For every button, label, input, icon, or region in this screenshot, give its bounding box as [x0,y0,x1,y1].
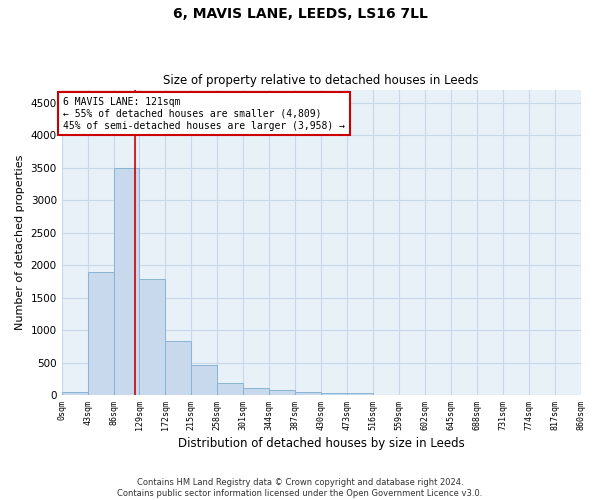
Bar [191,366,217,395]
Bar [269,390,295,395]
Text: Contains HM Land Registry data © Crown copyright and database right 2024.
Contai: Contains HM Land Registry data © Crown c… [118,478,482,498]
Bar [373,394,399,395]
Bar [166,340,191,395]
Bar [88,272,113,395]
Bar [243,388,269,395]
Bar [347,393,373,395]
Text: 6 MAVIS LANE: 121sqm
← 55% of detached houses are smaller (4,809)
45% of semi-de: 6 MAVIS LANE: 121sqm ← 55% of detached h… [63,98,345,130]
Bar [62,392,88,395]
Bar [217,383,243,395]
X-axis label: Distribution of detached houses by size in Leeds: Distribution of detached houses by size … [178,437,464,450]
Bar [321,392,347,395]
Bar [113,168,139,395]
Y-axis label: Number of detached properties: Number of detached properties [15,154,25,330]
Title: Size of property relative to detached houses in Leeds: Size of property relative to detached ho… [163,74,479,87]
Bar [295,392,321,395]
Text: 6, MAVIS LANE, LEEDS, LS16 7LL: 6, MAVIS LANE, LEEDS, LS16 7LL [173,8,427,22]
Bar [139,280,166,395]
